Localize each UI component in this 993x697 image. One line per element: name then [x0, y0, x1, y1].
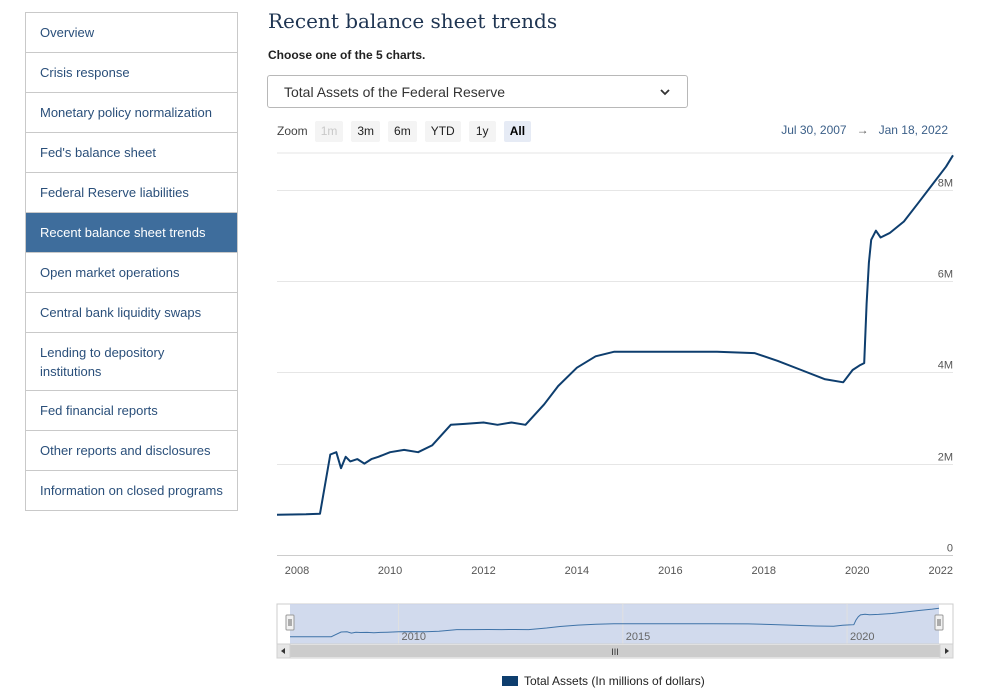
sidebar-item-overview[interactable]: Overview	[26, 13, 237, 53]
zoom-label: Zoom	[277, 124, 308, 138]
zoom-controls: Zoom 1m 3m 6m YTD 1y All	[277, 120, 539, 142]
sidebar-item-label: Federal Reserve liabilities	[40, 185, 189, 200]
navigator-tick-label: 2010	[402, 631, 426, 643]
sidebar-item-central-bank-liquidity-swaps[interactable]: Central bank liquidity swaps	[26, 293, 237, 333]
scroll-right-arrow-icon	[945, 648, 949, 654]
x-tick-label: 2022	[929, 565, 953, 577]
sidebar-item-label: Open market operations	[40, 265, 180, 280]
chevron-down-icon	[660, 88, 670, 95]
sidebar-item-label: Fed's balance sheet	[40, 145, 156, 160]
sidebar-item-label: Central bank liquidity swaps	[40, 305, 202, 320]
legend-item[interactable]: Total Assets (In millions of dollars)	[502, 674, 705, 688]
sidebar-item-lending-to-depository-institutions[interactable]: Lending to depository institutions	[26, 333, 237, 391]
range-from[interactable]: Jul 30, 2007	[781, 123, 847, 137]
navigator-tick-label: 2020	[850, 631, 874, 643]
zoom-1m-button: 1m	[314, 120, 344, 142]
date-range: Jul 30, 2007 → Jan 18, 2022	[781, 123, 948, 137]
navigator-series-line	[290, 607, 940, 638]
choose-chart-label: Choose one of the 5 charts.	[268, 48, 426, 62]
sidebar-item-open-market-operations[interactable]: Open market operations	[26, 253, 237, 293]
sidebar-item-label: Recent balance sheet trends	[40, 225, 206, 240]
navigator-tick-label: 2015	[626, 631, 650, 643]
sidebar-item-fed-s-balance-sheet[interactable]: Fed's balance sheet	[26, 133, 237, 173]
sidebar-item-label: Crisis response	[40, 65, 130, 80]
zoom-ytd-button[interactable]: YTD	[424, 120, 461, 142]
zoom-6m-button[interactable]: 6m	[388, 120, 417, 142]
y-tick-label: 8M	[938, 178, 953, 190]
chart-select-value: Total Assets of the Federal Reserve	[284, 83, 505, 100]
sidebar-item-label: Lending to depository institutions	[40, 344, 165, 379]
y-tick-label: 6M	[938, 269, 953, 281]
zoom-3m-button[interactable]: 3m	[351, 120, 381, 142]
zoom-1y-button[interactable]: 1y	[468, 120, 496, 142]
x-tick-label: 2016	[658, 565, 682, 577]
x-tick-label: 2018	[752, 565, 776, 577]
chart-select-dropdown[interactable]: Total Assets of the Federal Reserve	[267, 75, 688, 108]
x-tick-label: 2020	[845, 565, 869, 577]
sidebar-item-label: Overview	[40, 25, 95, 40]
series-line-total-assets	[276, 154, 954, 516]
y-tick-label: 0	[947, 543, 953, 555]
page-title: Recent balance sheet trends	[268, 9, 558, 33]
legend-label: Total Assets (In millions of dollars)	[524, 674, 705, 688]
x-tick-label: 2008	[285, 565, 309, 577]
navigator-right-handle[interactable]	[934, 614, 944, 631]
scrollbar-grip-icon: III	[611, 647, 619, 657]
range-arrow: →	[856, 123, 869, 137]
sidebar-item-label: Information on closed programs	[40, 483, 223, 498]
sidebar-item-other-reports-and-disclosures[interactable]: Other reports and disclosures	[26, 431, 237, 471]
sidebar-item-label: Monetary policy normalization	[40, 105, 212, 120]
sidebar-item-fed-financial-reports[interactable]: Fed financial reports	[26, 391, 237, 431]
sidebar-item-recent-balance-sheet-trends[interactable]: Recent balance sheet trends	[26, 213, 237, 253]
zoom-all-button[interactable]: All	[503, 120, 532, 142]
navigator-scrollbar-thumb[interactable]	[290, 645, 940, 657]
x-tick-label: 2012	[471, 565, 495, 577]
y-tick-label: 4M	[938, 360, 953, 372]
x-tick-label: 2010	[378, 565, 402, 577]
scroll-left-arrow-icon	[281, 648, 285, 654]
range-to[interactable]: Jan 18, 2022	[878, 123, 948, 137]
navigator-left-handle[interactable]	[285, 614, 295, 631]
legend-swatch	[502, 676, 518, 686]
y-tick-label: 2M	[938, 452, 953, 464]
sidebar-item-label: Other reports and disclosures	[40, 443, 211, 458]
sidebar-item-crisis-response[interactable]: Crisis response	[26, 53, 237, 93]
sidebar-item-information-on-closed-programs[interactable]: Information on closed programs	[26, 471, 237, 511]
x-tick-label: 2014	[565, 565, 589, 577]
sidebar-item-label: Fed financial reports	[40, 403, 158, 418]
sidebar-item-monetary-policy-normalization[interactable]: Monetary policy normalization	[26, 93, 237, 133]
sidebar-nav: Overview Crisis response Monetary policy n…	[25, 12, 238, 511]
sidebar-item-federal-reserve-liabilities[interactable]: Federal Reserve liabilities	[26, 173, 237, 213]
